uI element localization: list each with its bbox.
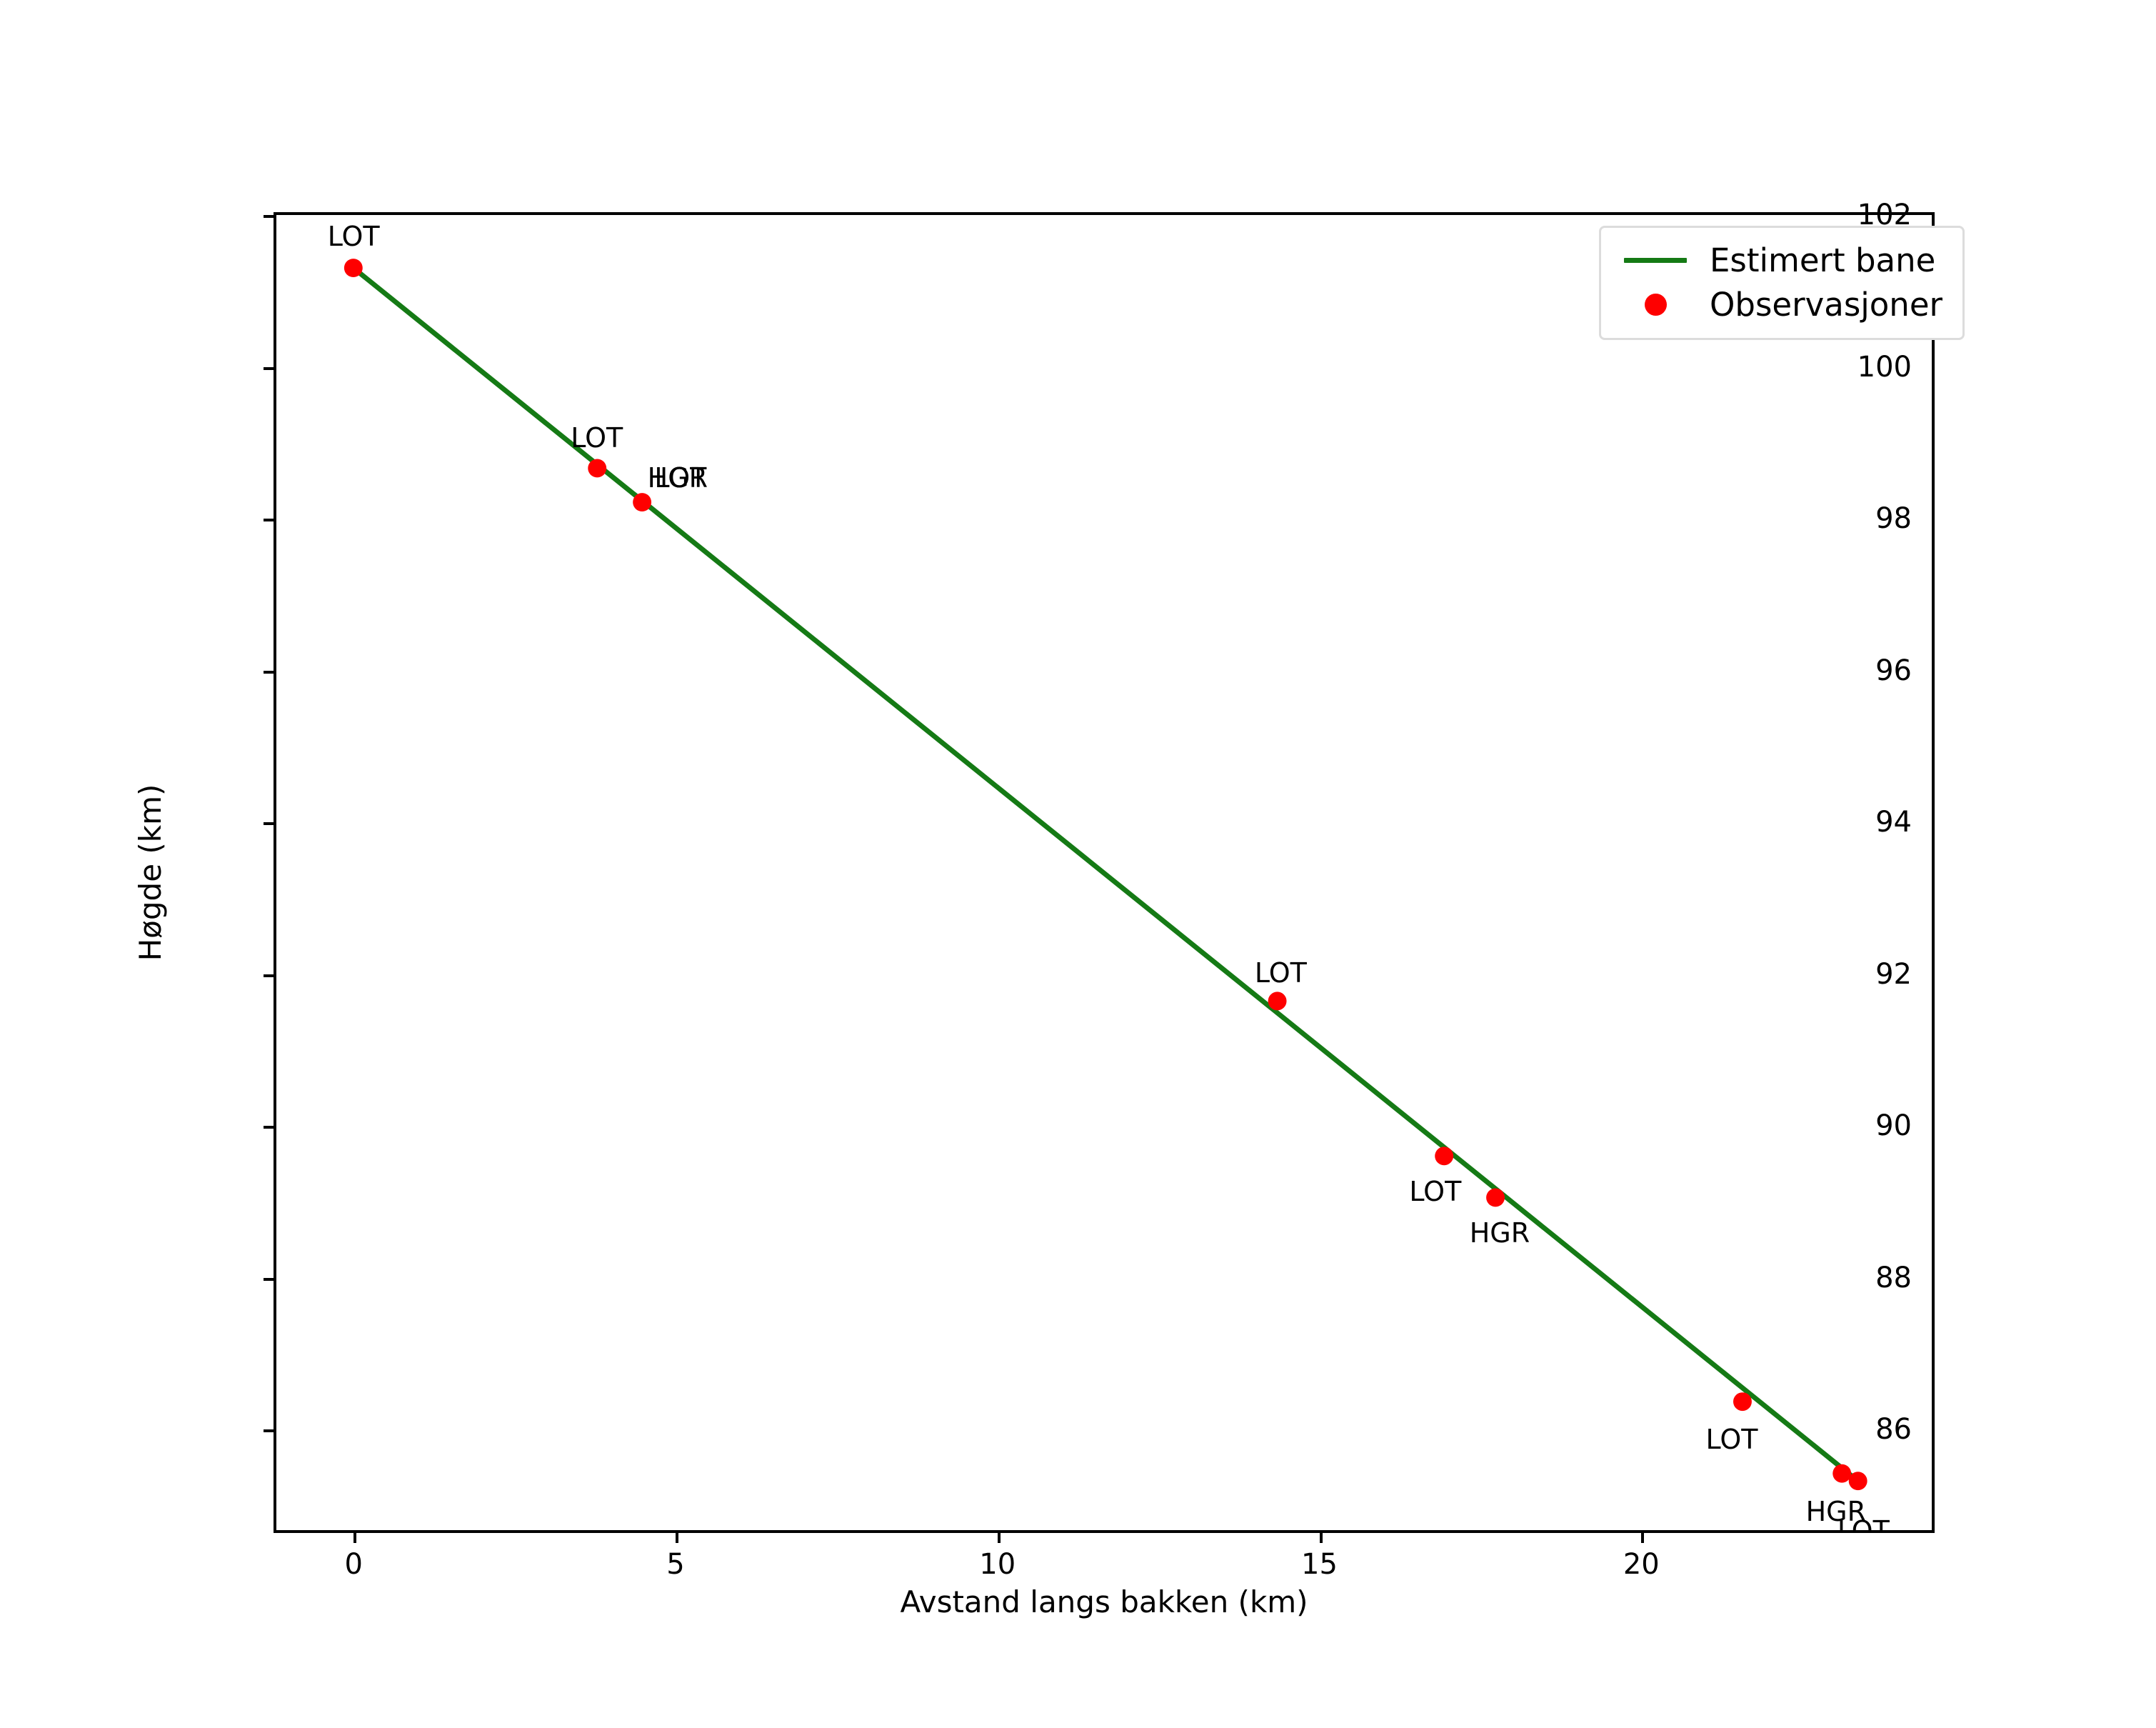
x-tick-mark (1319, 1530, 1323, 1543)
plot-area: LOTLOTHGRLOTLOTLOTHGRLOTHGRLOT 86 88 90 92 9… (264, 201, 1935, 1579)
observation-marker (1268, 992, 1287, 1011)
data-layer: LOTLOTHGRLOTLOTLOTHGRLOTHGRLOT (276, 215, 1932, 1530)
observation-marker (588, 459, 607, 478)
y-tick-mark (264, 215, 276, 218)
x-tick-mark (1641, 1530, 1645, 1543)
y-tick-mark (264, 1277, 276, 1281)
y-tick-mark (264, 519, 276, 522)
legend-item-label: Estimert bane (1710, 241, 1936, 279)
x-tick-label: 5 (666, 1548, 685, 1581)
legend-item-observasjoner: Observasjoner (1617, 282, 1942, 326)
y-tick-label: 94 (1875, 806, 1912, 839)
observation-marker (1486, 1188, 1505, 1207)
dot-swatch-icon (1617, 293, 1694, 316)
y-tick-mark (264, 822, 276, 826)
observation-marker (633, 493, 652, 512)
legend-box: Estimert bane Observasjoner (1599, 226, 1965, 340)
y-tick-label: 92 (1875, 957, 1912, 991)
y-axis-label: Høgde (km) (133, 784, 168, 962)
y-tick-mark (264, 670, 276, 674)
y-tick-label: 100 (1857, 350, 1912, 384)
x-tick-mark (354, 1530, 357, 1543)
trajectory-polyline (351, 265, 1861, 1484)
x-tick-mark (997, 1530, 1001, 1543)
x-tick-label: 20 (1623, 1548, 1660, 1581)
observasjoner-markers (344, 259, 1867, 1491)
estimert-bane-line (351, 265, 1861, 1484)
observation-marker (344, 259, 363, 278)
legend-item-label: Observasjoner (1710, 285, 1943, 324)
y-tick-label: 90 (1875, 1109, 1912, 1143)
series-svg (344, 259, 1867, 1491)
y-tick-mark (264, 1126, 276, 1129)
legend-item-estimert-bane: Estimert bane (1617, 238, 1942, 282)
x-tick-label: 0 (344, 1548, 363, 1581)
observation-marker (1733, 1392, 1752, 1412)
observation-marker (1848, 1472, 1867, 1491)
x-axis-label: Avstand langs bakken (km) (900, 1584, 1308, 1619)
y-tick-label: 102 (1857, 199, 1912, 231)
observation-marker (1832, 1464, 1852, 1483)
y-tick-mark (264, 366, 276, 370)
y-tick-mark (264, 974, 276, 977)
y-tick-label: 96 (1875, 654, 1912, 687)
y-tick-mark (264, 1429, 276, 1433)
y-tick-label: 98 (1875, 502, 1912, 536)
line-swatch-icon (1617, 257, 1694, 263)
x-tick-label: 15 (1301, 1548, 1338, 1581)
observation-marker (1435, 1147, 1454, 1166)
x-tick-label: 10 (979, 1548, 1016, 1581)
y-tick-label: 86 (1875, 1413, 1912, 1447)
x-tick-mark (675, 1530, 678, 1543)
y-tick-label: 88 (1875, 1261, 1912, 1294)
